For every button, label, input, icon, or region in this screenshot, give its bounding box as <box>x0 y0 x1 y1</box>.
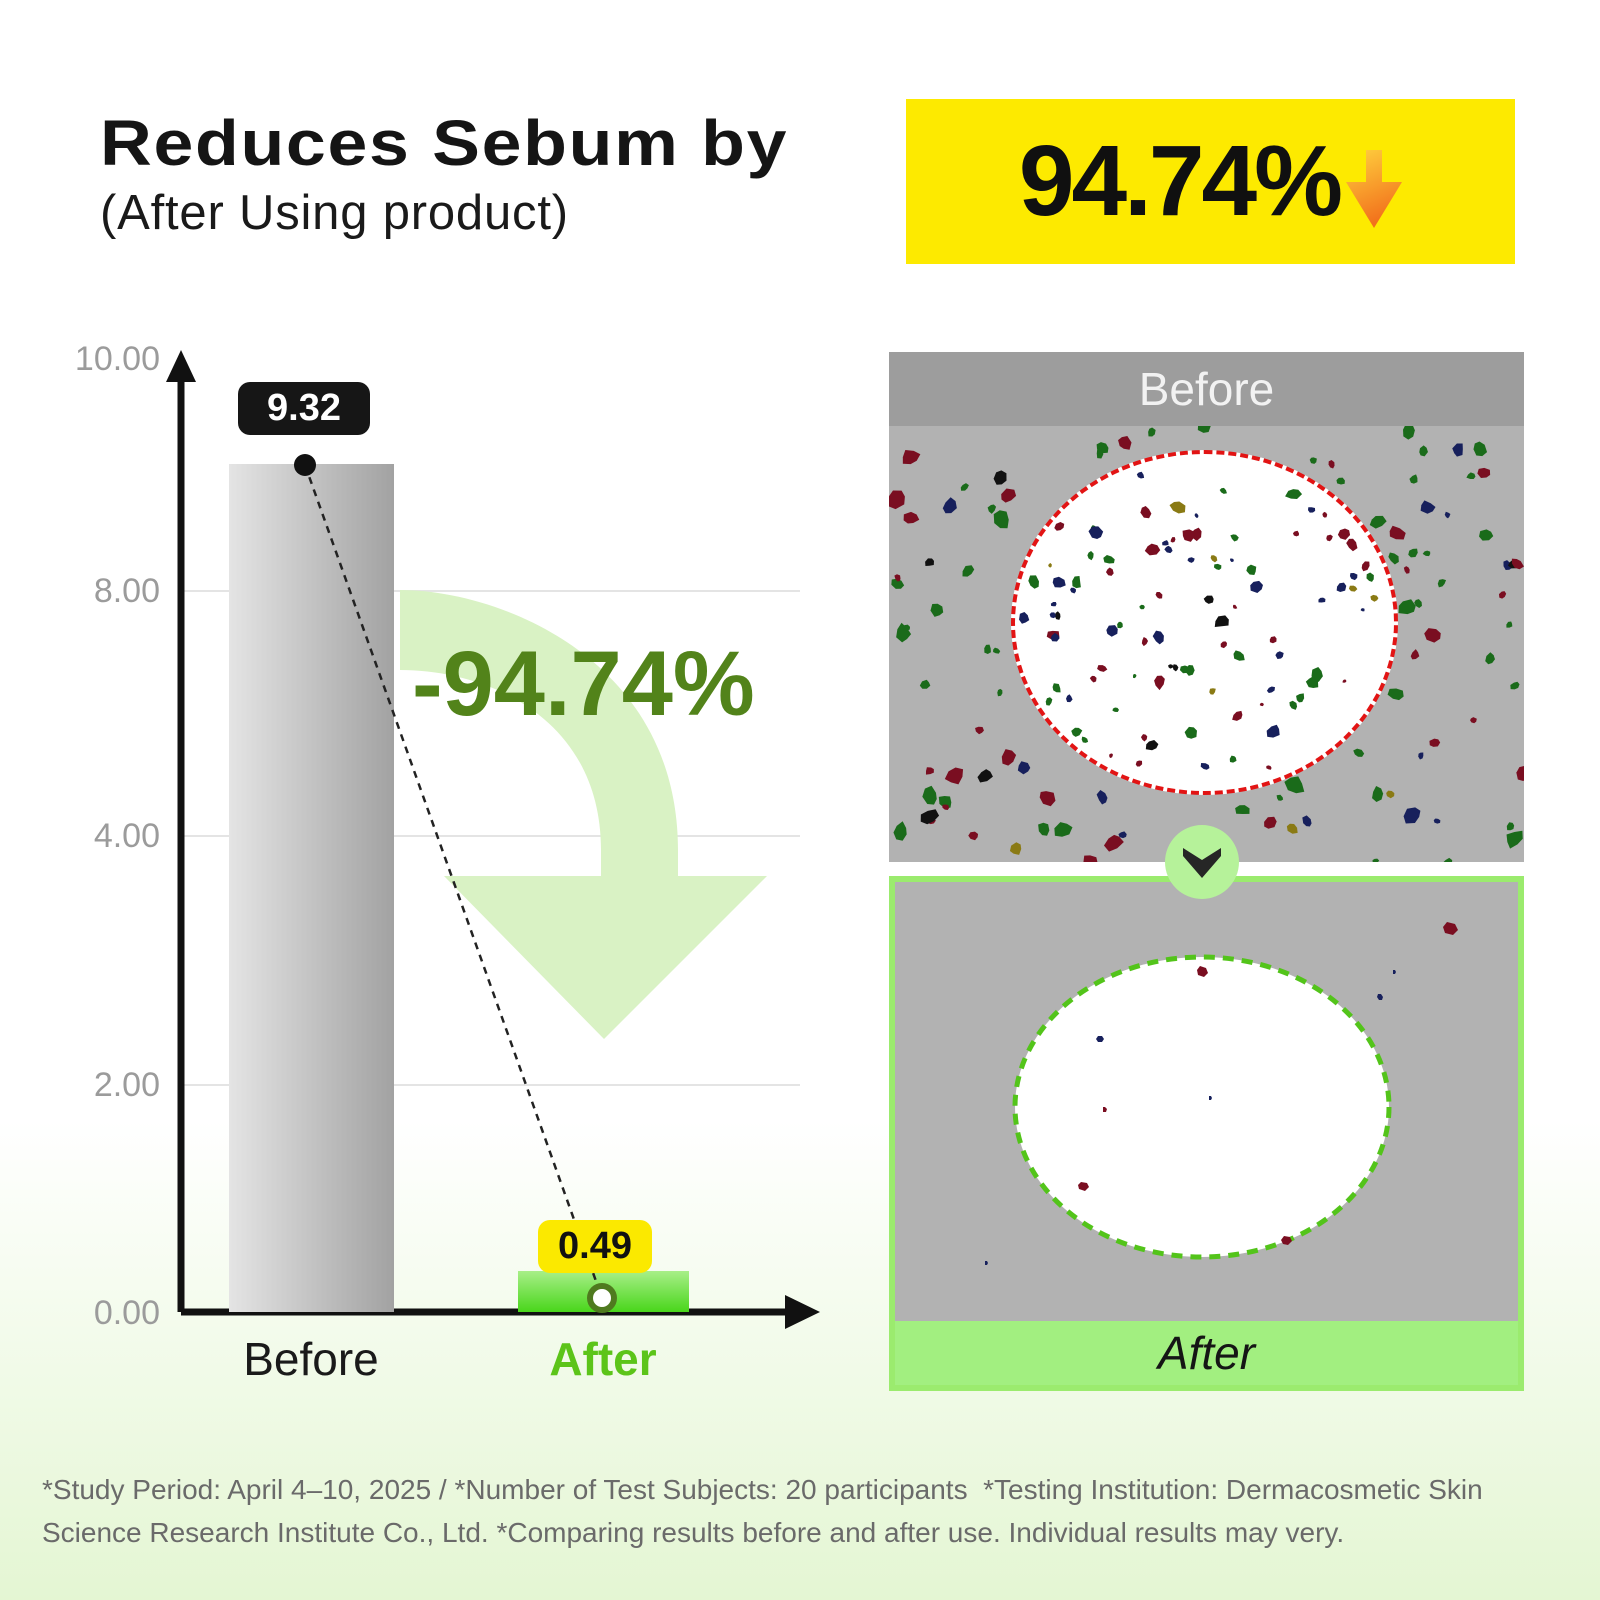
svg-text:8.00: 8.00 <box>94 572 160 610</box>
svg-text:0.00: 0.00 <box>94 1294 160 1332</box>
svg-text:10.00: 10.00 <box>75 340 160 378</box>
svg-text:0.49: 0.49 <box>558 1225 632 1267</box>
svg-text:Before: Before <box>243 1333 379 1385</box>
svg-text:4.00: 4.00 <box>94 817 160 855</box>
svg-text:-94.74%: -94.74% <box>412 633 755 735</box>
svg-text:After: After <box>549 1333 656 1385</box>
svg-text:9.32: 9.32 <box>267 387 341 429</box>
svg-text:2.00: 2.00 <box>94 1066 160 1104</box>
